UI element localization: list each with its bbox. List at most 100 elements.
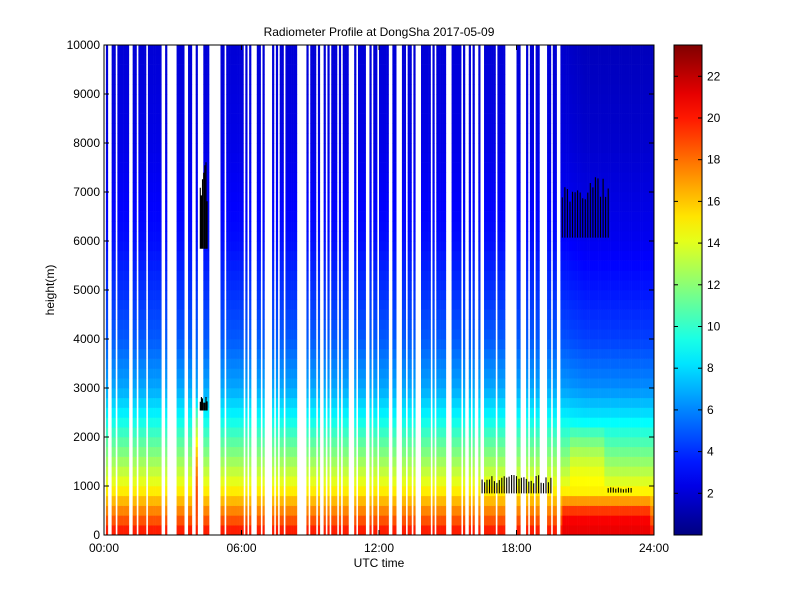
heatmap-column (119, 45, 122, 535)
heatmap-cell (159, 299, 162, 310)
heatmap-cell (149, 358, 153, 369)
heatmap-cell (165, 113, 168, 124)
heatmap-cell (226, 505, 229, 516)
heatmap-cell (379, 417, 382, 428)
heatmap-cell (176, 348, 179, 359)
heatmap-cell (123, 486, 126, 497)
heatmap-cell (285, 123, 288, 134)
heatmap-cell (231, 231, 235, 242)
heatmap-cell (310, 280, 313, 291)
heatmap-cell (379, 446, 382, 457)
heatmap-cell (256, 339, 259, 350)
heatmap-cell (176, 260, 179, 271)
heatmap-cell (205, 45, 208, 56)
heatmap-cell (226, 437, 229, 448)
heatmap-cell (327, 280, 330, 291)
heatmap-cell (126, 339, 130, 350)
heatmap-cell (279, 437, 282, 448)
heatmap-cell (117, 486, 120, 497)
heatmap-cell (165, 182, 168, 193)
heatmap-cell (426, 446, 429, 457)
heatmap-cell (258, 388, 261, 399)
heatmap-cell (151, 299, 154, 310)
heatmap-cell (237, 182, 240, 193)
heatmap-cell (195, 417, 198, 428)
heatmap-cell (380, 250, 384, 261)
heatmap-cell (262, 172, 265, 183)
heatmap-cell (203, 133, 206, 144)
heatmap-cell (205, 143, 208, 154)
heatmap-cell (117, 211, 120, 222)
heatmap-cell (335, 211, 338, 222)
heatmap-cell (403, 437, 407, 448)
heatmap-cell (132, 476, 135, 487)
heatmap-cell (363, 162, 366, 173)
heatmap-cell (413, 446, 416, 457)
heatmap-cell (422, 368, 426, 379)
heatmap-cell (386, 270, 389, 281)
heatmap-cell (333, 505, 336, 516)
heatmap-cell (207, 358, 210, 369)
heatmap-cell (188, 221, 191, 232)
heatmap-cell (182, 358, 185, 369)
heatmap-cell (249, 241, 252, 252)
heatmap-cell (113, 231, 116, 242)
heatmap-cell (230, 505, 233, 516)
heatmap-cell (375, 162, 378, 173)
heatmap-cell (394, 201, 397, 212)
heatmap-cell (424, 407, 428, 418)
heatmap-cell (207, 525, 210, 535)
heatmap-cell (117, 162, 120, 173)
heatmap-cell (237, 456, 240, 467)
heatmap-cell (121, 172, 124, 183)
heatmap-cell (413, 348, 416, 359)
heatmap-cell (142, 182, 145, 193)
heatmap-cell (323, 505, 326, 516)
heatmap-cell (413, 84, 416, 95)
heatmap-cell (117, 299, 120, 310)
heatmap-cell (342, 495, 345, 506)
heatmap-cell (409, 290, 412, 301)
heatmap-cell (375, 309, 378, 320)
heatmap-cell (188, 495, 191, 506)
heatmap-cell (289, 505, 292, 516)
heatmap-cell (317, 94, 321, 105)
heatmap-cell (314, 260, 317, 271)
heatmap-cell (111, 64, 114, 75)
heatmap-cell (256, 348, 259, 359)
heatmap-cell (149, 378, 153, 389)
heatmap-cell (165, 368, 168, 379)
heatmap-cell (369, 495, 372, 506)
heatmap-cell (138, 290, 141, 301)
heatmap-cell (335, 299, 338, 310)
heatmap-cell (222, 329, 225, 340)
heatmap-cell (111, 437, 114, 448)
heatmap-cell (230, 299, 233, 310)
heatmap-cell (363, 329, 366, 340)
heatmap-cell (123, 309, 126, 320)
heatmap-cell (384, 466, 387, 477)
heatmap-cell (121, 162, 124, 173)
heatmap-cell (279, 74, 282, 85)
heatmap-cell (121, 270, 124, 281)
heatmap-cell (138, 241, 141, 252)
heatmap-cell (241, 113, 244, 124)
heatmap-cell (126, 290, 130, 301)
heatmap-cell (155, 427, 158, 438)
heatmap-cell (125, 123, 128, 134)
heatmap-cell (346, 417, 349, 428)
heatmap-cell (117, 133, 120, 144)
heatmap-cell (424, 329, 428, 340)
heatmap-cell (256, 299, 259, 310)
heatmap-cell (375, 113, 378, 124)
heatmap-cell (249, 299, 252, 310)
heatmap-cell (235, 378, 238, 389)
heatmap-cell (121, 358, 124, 369)
heatmap-cell (317, 182, 321, 193)
heatmap-cell (386, 182, 389, 193)
heatmap-cell (281, 192, 284, 203)
heatmap-cell (312, 192, 315, 203)
heatmap-cell (294, 231, 298, 242)
heatmap-cell (165, 407, 168, 418)
heatmap-cell (279, 64, 282, 75)
